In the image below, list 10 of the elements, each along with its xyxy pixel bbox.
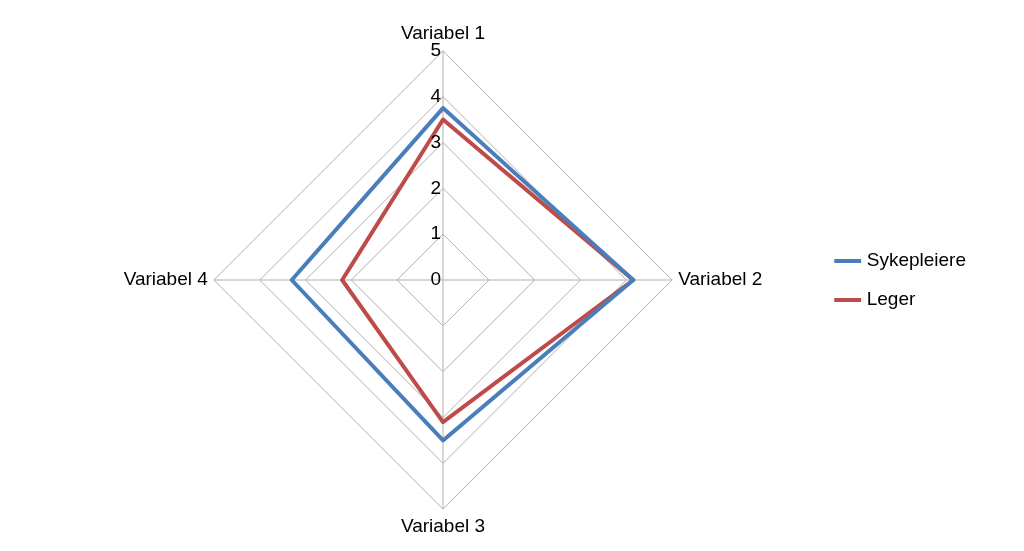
legend-label: Leger [866, 288, 916, 310]
spoke-label: Variabel 2 [678, 268, 763, 290]
y-tick-label: 0 [430, 268, 441, 290]
y-tick-label: 4 [430, 84, 442, 106]
y-tick-label: 2 [430, 176, 441, 198]
y-tick-label: 3 [430, 130, 441, 152]
spoke-label: Variabel 3 [400, 514, 486, 536]
y-tick-label: 1 [430, 222, 441, 244]
legend-label: Sykepleiere [866, 249, 966, 271]
spoke-label: Variabel 4 [123, 268, 209, 290]
